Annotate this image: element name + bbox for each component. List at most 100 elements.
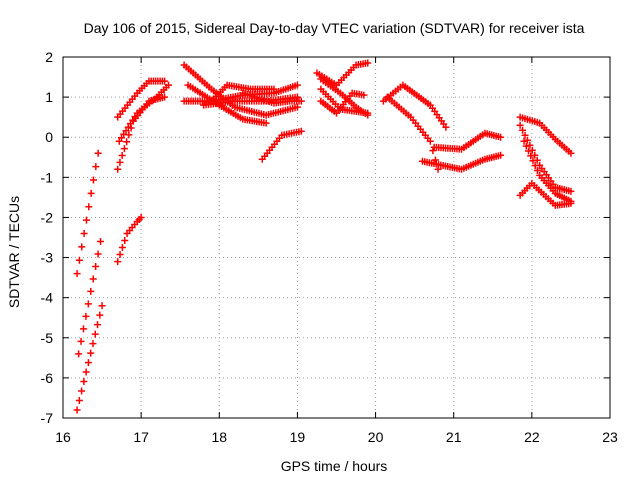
data-point: [523, 136, 531, 144]
data-point: [161, 77, 169, 85]
data-point: [77, 337, 85, 345]
series-arc-26: [516, 179, 575, 209]
y-tick-label: -3: [41, 250, 54, 266]
data-point: [84, 359, 92, 367]
data-point: [364, 109, 372, 117]
data-point: [114, 165, 122, 173]
series-arc-15: [313, 59, 372, 89]
x-tick-label: 16: [55, 429, 71, 445]
series-arc-11: [207, 81, 278, 105]
series-arc-3: [73, 302, 106, 414]
series-arc-24: [516, 121, 575, 195]
data-point: [520, 137, 528, 145]
data-point: [293, 81, 301, 89]
data-point: [89, 275, 97, 283]
data-point: [78, 387, 86, 395]
data-point: [120, 145, 128, 153]
data-point: [431, 156, 439, 164]
series-arc-25: [520, 137, 575, 205]
data-point: [116, 158, 124, 166]
y-tick-label: 1: [45, 89, 53, 105]
data-point: [80, 378, 88, 386]
data-point: [122, 127, 130, 135]
data-point: [262, 119, 270, 127]
series-arc-22: [430, 129, 505, 153]
data-point: [522, 142, 530, 150]
data-point: [89, 340, 97, 348]
data-point: [85, 203, 93, 211]
y-tick-label: -2: [41, 209, 54, 225]
data-point: [426, 137, 434, 145]
data-points: [73, 59, 575, 414]
x-tick-label: 19: [290, 429, 306, 445]
data-point: [531, 162, 539, 170]
y-tick-label: -5: [41, 330, 54, 346]
data-point: [164, 81, 172, 89]
y-tick-label: -1: [41, 169, 54, 185]
data-point: [92, 163, 100, 171]
data-point: [79, 325, 87, 333]
series-arc-10: [184, 81, 270, 127]
data-point: [527, 152, 535, 160]
grid-lines: [63, 57, 610, 418]
x-axis-label: GPS time / hours: [281, 458, 388, 474]
data-point: [82, 368, 90, 376]
data-point: [87, 349, 95, 357]
data-point: [529, 157, 537, 165]
data-point: [82, 312, 90, 320]
data-point: [161, 93, 169, 101]
y-tick-label: -7: [41, 410, 54, 426]
data-point: [94, 250, 102, 258]
series-arc-20: [383, 93, 442, 173]
data-point: [116, 251, 124, 259]
data-point: [98, 302, 106, 310]
series-arc-6: [114, 93, 169, 173]
data-point: [87, 189, 95, 197]
x-tick-label: 22: [524, 429, 540, 445]
data-point: [567, 187, 575, 195]
x-tick-label: 23: [602, 429, 618, 445]
series-arc-18: [317, 85, 372, 117]
data-point: [516, 121, 524, 129]
data-point: [519, 126, 527, 134]
data-point: [75, 396, 83, 404]
data-point: [96, 311, 104, 319]
data-point: [118, 244, 126, 252]
data-point: [84, 300, 92, 308]
data-point: [293, 93, 301, 101]
data-point: [525, 147, 533, 155]
series-arc-13: [239, 89, 305, 107]
series-arc-17: [317, 89, 368, 117]
data-point: [94, 321, 102, 329]
series-arc-14: [258, 127, 305, 163]
data-point: [521, 131, 529, 139]
series-arc-5: [115, 81, 172, 145]
data-point: [78, 243, 86, 251]
data-point: [442, 123, 450, 131]
data-point: [364, 59, 372, 67]
data-point: [75, 350, 83, 358]
data-point: [91, 330, 99, 338]
y-tick-label: -6: [41, 370, 54, 386]
x-tick-label: 21: [446, 429, 462, 445]
series-arc-2: [75, 238, 105, 358]
data-point: [75, 256, 83, 264]
data-point: [297, 127, 305, 135]
y-tick-label: 2: [45, 49, 53, 65]
data-point: [82, 216, 90, 224]
data-point: [121, 237, 129, 245]
data-point: [429, 147, 437, 155]
series-arc-8: [180, 61, 301, 119]
y-axis-label: SDTVAR / TECUs: [6, 196, 22, 308]
data-point: [87, 287, 95, 295]
data-point: [526, 141, 534, 149]
x-tick-label: 18: [211, 429, 227, 445]
y-tick-label: 0: [45, 129, 53, 145]
series-arc-21: [418, 151, 505, 173]
series-arc-4: [114, 77, 169, 121]
data-point: [497, 133, 505, 141]
series-arc-7: [114, 213, 145, 266]
data-point: [80, 229, 88, 237]
